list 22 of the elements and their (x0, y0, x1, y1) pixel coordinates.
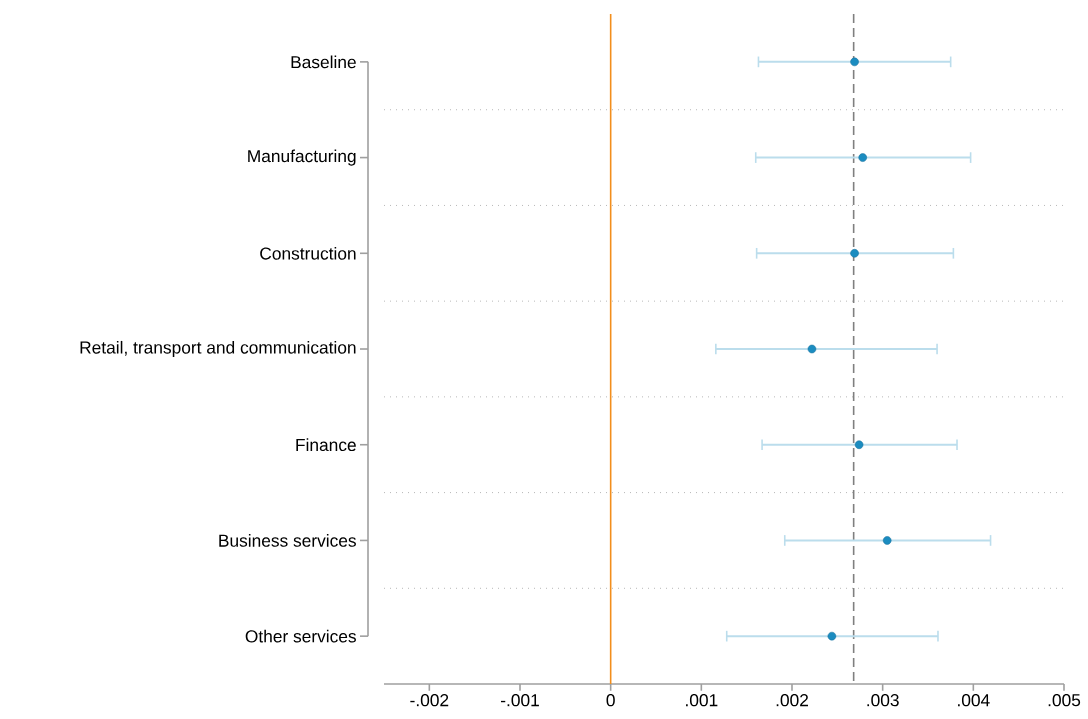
x-tick-label: .002 (776, 694, 808, 707)
y-tick-label: Business services (219, 534, 356, 547)
point (850, 57, 859, 67)
point (882, 536, 892, 545)
y-tick-label: Manufacturing (248, 149, 356, 166)
y-tick-label: Other services (245, 629, 356, 643)
x-tick-label: -.001 (501, 694, 539, 707)
y-tick-label: Baseline (291, 55, 356, 69)
point (827, 631, 837, 641)
x-tick-label: 0 (606, 694, 615, 707)
point (854, 440, 864, 449)
y-tick-label: Finance (296, 438, 356, 452)
x-tick-label: .003 (867, 694, 899, 707)
y-tick-label: Construction (260, 246, 356, 260)
x-tick-label: .004 (958, 694, 990, 707)
point (850, 249, 859, 258)
x-tick-label: -.002 (410, 694, 449, 707)
x-tick-label: .005 (1048, 694, 1081, 707)
point (858, 153, 867, 162)
point (807, 344, 817, 354)
y-tick-label: Retail, transport and communication (80, 340, 356, 358)
x-tick-label: .001 (686, 694, 718, 707)
